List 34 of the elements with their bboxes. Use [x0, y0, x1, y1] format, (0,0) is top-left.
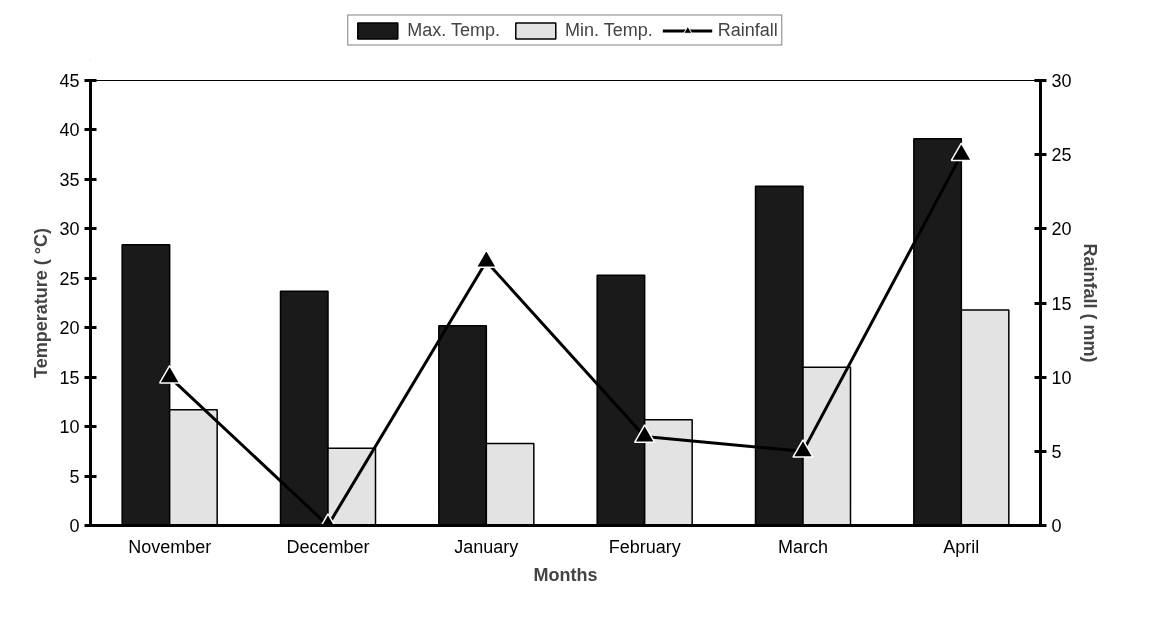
y-tick-label: 20: [59, 318, 80, 339]
point: [475, 249, 498, 268]
y2-tick-label: 30: [1051, 71, 1072, 91]
x-axis-title: Months: [533, 564, 598, 585]
x-tick-label: April: [943, 536, 980, 557]
y-axis-title: Temperature ( °C): [31, 228, 52, 378]
y-tick-label: 15: [59, 367, 80, 388]
y-tick-label: 35: [59, 169, 80, 190]
y-tick-label: 10: [59, 417, 80, 438]
x-tick-label: January: [454, 536, 519, 557]
x-tick-label: November: [128, 536, 212, 557]
legend-label: Min. Temp.: [564, 19, 653, 41]
x-tick-label: March: [778, 536, 829, 557]
y-tick-label: 40: [59, 120, 80, 141]
y-tick-label: 25: [59, 268, 80, 289]
y2-tick-label: 0: [1051, 516, 1062, 536]
y2-tick-label: 15: [1051, 293, 1072, 314]
y-tick-label: 30: [59, 219, 80, 240]
point: [950, 142, 973, 162]
legend-label: Rainfall: [717, 19, 778, 41]
y2-tick-label: 20: [1051, 219, 1072, 240]
x-tick-label: February: [608, 536, 681, 557]
y2-tick-label: 5: [1051, 441, 1062, 462]
y2-tick-label: 25: [1051, 145, 1072, 166]
y2-axis-title: Rainfall ( mm): [1079, 243, 1100, 363]
y-tick-label: 5: [69, 466, 80, 487]
point: [158, 364, 181, 384]
y-tick-label: 45: [59, 71, 80, 91]
legend-label: Max. Temp.: [407, 19, 500, 41]
point: [633, 424, 656, 444]
point: [792, 439, 814, 458]
x-tick-label: December: [286, 536, 370, 557]
y-tick-label: 0: [69, 516, 80, 536]
y2-tick-label: 10: [1051, 367, 1072, 388]
